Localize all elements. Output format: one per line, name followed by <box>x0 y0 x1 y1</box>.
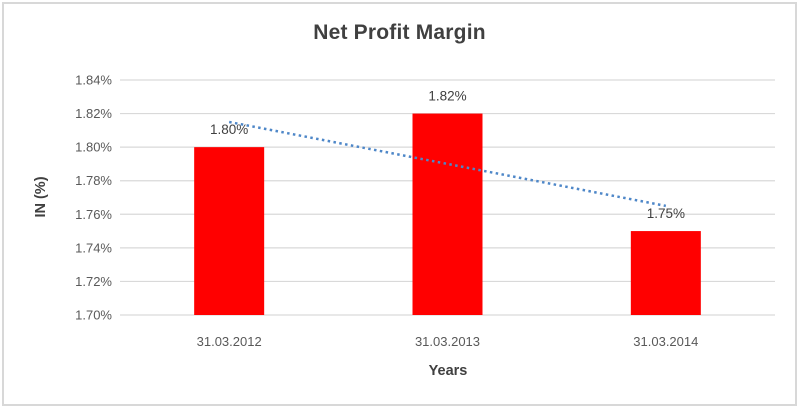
y-axis-title: IN (%) <box>33 176 49 218</box>
bar-value-label: 1.75% <box>647 206 685 221</box>
x-tick-label: 31.03.2012 <box>197 334 262 349</box>
bar <box>412 113 483 315</box>
y-tick-label: 1.74% <box>75 240 112 255</box>
bar <box>194 147 265 315</box>
y-tick-label: 1.82% <box>75 106 112 121</box>
y-tick-label: 1.84% <box>75 73 112 88</box>
x-tick-label: 31.03.2014 <box>633 334 698 349</box>
y-tick-label: 1.72% <box>75 274 112 289</box>
x-tick-label: 31.03.2013 <box>415 334 480 349</box>
bar-value-label: 1.80% <box>210 122 248 137</box>
y-tick-label: 1.76% <box>75 207 112 222</box>
y-tick-label: 1.80% <box>75 140 112 155</box>
y-tick-label: 1.78% <box>75 173 112 188</box>
bar <box>630 231 701 315</box>
y-tick-label: 1.70% <box>75 308 112 323</box>
chart-title: Net Profit Margin <box>313 21 486 44</box>
bar-value-label: 1.82% <box>428 89 466 104</box>
x-axis-title: Years <box>428 363 468 379</box>
